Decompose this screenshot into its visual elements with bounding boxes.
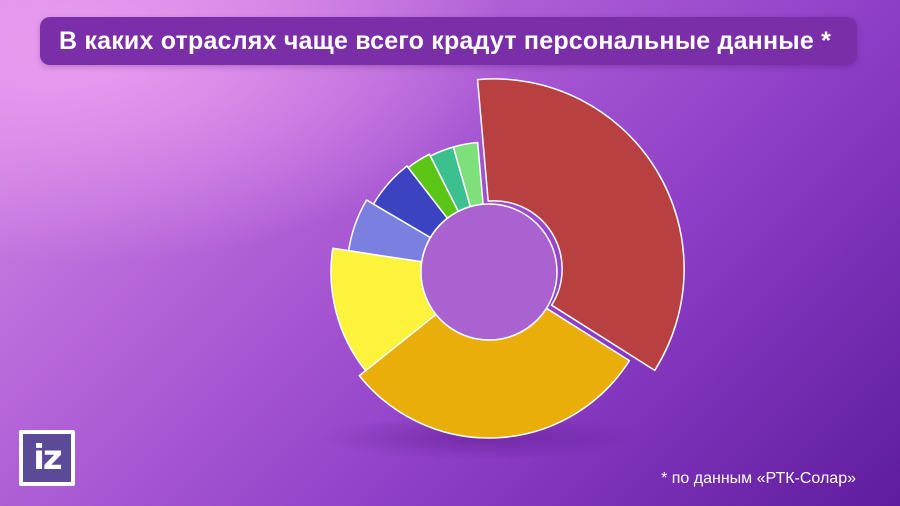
donut-segment-1	[476, 78, 685, 372]
title-bar	[40, 17, 857, 65]
page-title: В каких отраслях чаще всего крадут персо…	[59, 27, 832, 55]
source-footnote: * по данным «РТК-Солар»	[661, 470, 856, 487]
logo-text: iz	[23, 434, 71, 482]
izvestia-logo: iz	[19, 430, 75, 486]
donut-hole	[420, 203, 558, 341]
